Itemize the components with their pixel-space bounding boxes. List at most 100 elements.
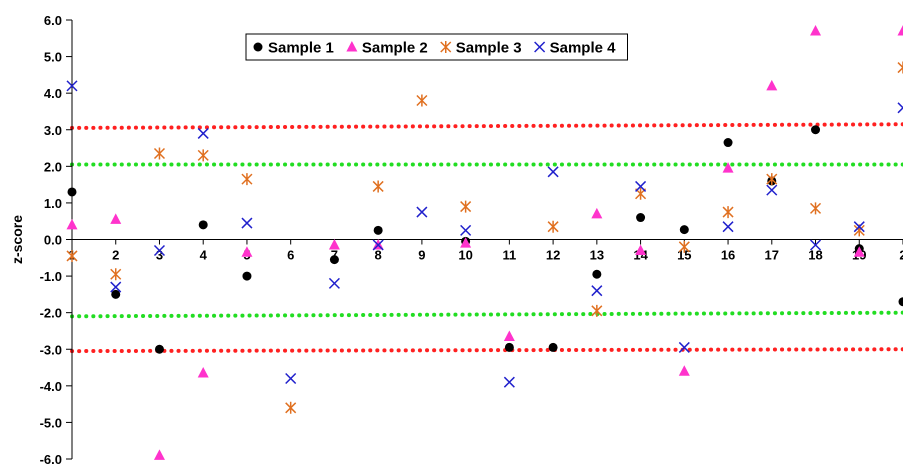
legend-box bbox=[245, 33, 628, 61]
data-point bbox=[285, 372, 297, 385]
data-point bbox=[723, 138, 733, 148]
reference-lines bbox=[70, 122, 903, 354]
data-point bbox=[197, 127, 209, 139]
data-point bbox=[197, 149, 209, 162]
data-point bbox=[678, 365, 690, 376]
data-point bbox=[678, 341, 690, 353]
data-point bbox=[66, 249, 78, 262]
data-point bbox=[897, 24, 903, 36]
data-point bbox=[329, 255, 339, 265]
data-point bbox=[591, 285, 603, 297]
legend-label: Sample 2 bbox=[362, 40, 428, 57]
data-point bbox=[592, 269, 602, 279]
legend-label: Sample 4 bbox=[550, 40, 617, 57]
data-point bbox=[898, 297, 903, 307]
x-tick-label: 13 bbox=[590, 248, 604, 263]
data-point bbox=[503, 330, 515, 341]
legend-item: Sample 2 bbox=[346, 40, 428, 57]
data-point bbox=[766, 173, 778, 186]
x-tick-label: 12 bbox=[546, 248, 560, 263]
data-point bbox=[635, 244, 647, 255]
y-tick-label: -2.0 bbox=[40, 306, 62, 321]
data-point bbox=[678, 240, 690, 253]
data-point bbox=[504, 342, 514, 352]
x-tick-label: 17 bbox=[765, 248, 779, 263]
data-point bbox=[811, 125, 821, 135]
x-tick-label: 2 bbox=[112, 248, 119, 263]
data-point bbox=[548, 342, 558, 352]
data-markers bbox=[66, 24, 903, 460]
data-point bbox=[154, 344, 164, 354]
data-point bbox=[153, 244, 166, 257]
legend-marker bbox=[534, 41, 546, 53]
data-point bbox=[110, 213, 122, 224]
legend-label: Sample 3 bbox=[456, 40, 522, 57]
data-point bbox=[241, 217, 253, 229]
y-tick-label: 0.0 bbox=[44, 233, 62, 248]
legend-marker bbox=[440, 41, 452, 53]
data-point bbox=[809, 202, 822, 215]
data-point bbox=[810, 24, 822, 36]
y-tick-label: 5.0 bbox=[44, 50, 62, 65]
y-tick-label: 2.0 bbox=[44, 159, 62, 174]
x-tick-label: 11 bbox=[502, 248, 516, 263]
legend-item: Sample 1 bbox=[253, 40, 334, 57]
data-point bbox=[547, 220, 559, 233]
y-tick-label: -4.0 bbox=[40, 379, 62, 394]
y-tick-label: -3.0 bbox=[40, 342, 62, 357]
y-tick-label: 4.0 bbox=[44, 86, 62, 101]
x-tick-label: 8 bbox=[375, 248, 382, 263]
y-tick-label: 1.0 bbox=[44, 196, 62, 211]
series-4 bbox=[66, 80, 903, 388]
data-point bbox=[153, 147, 166, 160]
data-point bbox=[373, 225, 383, 235]
legend-label: Sample 1 bbox=[268, 40, 334, 57]
data-point bbox=[853, 221, 865, 233]
data-point bbox=[372, 239, 384, 251]
data-point bbox=[722, 221, 734, 233]
reference-line bbox=[70, 347, 903, 354]
y-tick-label: -6.0 bbox=[40, 452, 62, 465]
data-point bbox=[897, 102, 903, 114]
y-axis-ticks: 6.0 5.0 4.0 3.0 2.0 1.0 0.0 -1.0 -2.0 -3.0 -4.0 -5.… bbox=[40, 13, 72, 465]
data-point bbox=[853, 246, 865, 257]
data-point bbox=[110, 281, 122, 293]
legend-marker bbox=[253, 42, 263, 52]
data-point bbox=[460, 224, 472, 236]
series-3 bbox=[66, 61, 903, 414]
data-point bbox=[635, 180, 647, 192]
data-point bbox=[372, 180, 384, 193]
data-point bbox=[242, 271, 252, 281]
x-tick-label: 6 bbox=[287, 248, 294, 263]
data-point bbox=[241, 173, 253, 186]
x-tick-label: 7 bbox=[331, 248, 338, 263]
data-point bbox=[591, 207, 603, 219]
x-tick-label: 3 bbox=[156, 248, 163, 263]
data-point bbox=[153, 449, 165, 460]
data-point bbox=[110, 268, 122, 281]
data-point bbox=[460, 237, 472, 248]
data-point bbox=[897, 61, 903, 74]
y-tick-label: -1.0 bbox=[40, 269, 62, 284]
x-axis-ticks: 123456789101112131415161718192 bbox=[68, 239, 903, 263]
legend-item: Sample 4 bbox=[534, 40, 617, 57]
y-axis-label: z-score bbox=[9, 215, 25, 264]
reference-line bbox=[70, 310, 903, 319]
data-point bbox=[416, 206, 428, 218]
legend-item: Sample 3 bbox=[440, 40, 522, 57]
data-point bbox=[766, 79, 778, 91]
reference-line bbox=[70, 122, 903, 130]
data-point bbox=[197, 367, 209, 378]
data-point bbox=[636, 213, 646, 223]
x-tick-label: 16 bbox=[721, 248, 735, 263]
data-point bbox=[328, 238, 340, 250]
x-tick-label: 2 bbox=[899, 248, 903, 263]
axes bbox=[71, 20, 903, 459]
data-point bbox=[111, 289, 121, 299]
data-point bbox=[285, 401, 297, 414]
data-point bbox=[416, 94, 428, 107]
data-point bbox=[460, 200, 472, 213]
x-tick-label: 10 bbox=[458, 248, 472, 263]
x-tick-label: 4 bbox=[200, 248, 208, 263]
